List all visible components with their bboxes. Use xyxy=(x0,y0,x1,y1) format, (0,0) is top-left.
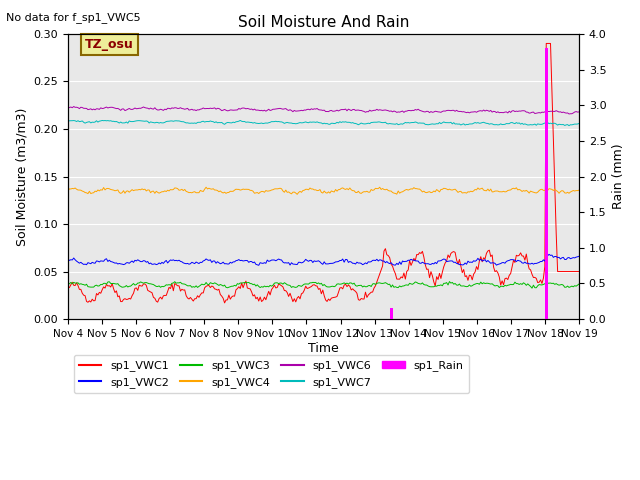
sp1_VWC7 xyxy=(575,120,583,126)
sp1_VWC4 xyxy=(216,188,224,194)
sp1_VWC4 xyxy=(550,188,557,193)
sp1_VWC4 xyxy=(287,191,295,197)
sp1_VWC6 xyxy=(235,106,243,111)
sp1_VWC2 xyxy=(575,253,583,259)
sp1_VWC6 xyxy=(218,108,225,113)
sp1_VWC3 xyxy=(575,281,583,287)
sp1_VWC1 xyxy=(550,136,557,142)
sp1_VWC3 xyxy=(528,285,536,291)
sp1_VWC7 xyxy=(243,119,251,125)
sp1_VWC3 xyxy=(216,282,224,288)
sp1_VWC2 xyxy=(242,258,250,264)
sp1_VWC7 xyxy=(234,119,241,124)
Title: Soil Moisture And Rain: Soil Moisture And Rain xyxy=(238,15,409,30)
sp1_VWC6 xyxy=(575,109,583,115)
X-axis label: Time: Time xyxy=(308,342,339,355)
Line: sp1_VWC2: sp1_VWC2 xyxy=(68,254,579,265)
sp1_VWC7 xyxy=(64,119,72,124)
sp1_VWC2 xyxy=(216,261,224,266)
Line: sp1_VWC3: sp1_VWC3 xyxy=(68,282,579,288)
sp1_VWC6 xyxy=(289,109,297,115)
Line: sp1_VWC7: sp1_VWC7 xyxy=(68,120,579,126)
sp1_VWC3 xyxy=(234,281,241,287)
sp1_VWC2 xyxy=(545,252,553,257)
sp1_VWC6 xyxy=(548,108,556,114)
sp1_VWC1 xyxy=(221,300,228,306)
sp1_VWC1 xyxy=(235,284,243,289)
Bar xyxy=(390,308,393,319)
sp1_VWC2 xyxy=(289,261,297,267)
sp1_VWC1 xyxy=(127,296,134,302)
sp1_VWC6 xyxy=(243,106,251,111)
Legend: sp1_VWC1, sp1_VWC2, sp1_VWC3, sp1_VWC4, sp1_VWC6, sp1_VWC7, sp1_Rain: sp1_VWC1, sp1_VWC2, sp1_VWC3, sp1_VWC4, … xyxy=(74,355,469,393)
sp1_VWC2 xyxy=(127,259,134,265)
sp1_VWC6 xyxy=(565,111,573,117)
sp1_VWC3 xyxy=(64,281,72,287)
sp1_VWC6 xyxy=(64,105,72,111)
sp1_VWC4 xyxy=(64,188,72,193)
sp1_VWC4 xyxy=(376,184,383,190)
sp1_VWC7 xyxy=(236,118,244,123)
sp1_VWC4 xyxy=(127,188,134,194)
sp1_VWC7 xyxy=(565,123,573,129)
sp1_VWC1 xyxy=(243,285,251,291)
sp1_VWC6 xyxy=(70,104,77,109)
Line: sp1_VWC6: sp1_VWC6 xyxy=(68,107,579,114)
Y-axis label: Soil Moisture (m3/m3): Soil Moisture (m3/m3) xyxy=(15,108,28,246)
sp1_VWC3 xyxy=(242,280,250,286)
sp1_VWC7 xyxy=(289,120,297,126)
Text: No data for f_sp1_VWC5: No data for f_sp1_VWC5 xyxy=(6,12,141,23)
sp1_VWC3 xyxy=(127,283,134,289)
sp1_VWC4 xyxy=(293,192,301,197)
sp1_VWC7 xyxy=(127,119,134,124)
sp1_VWC2 xyxy=(255,263,262,268)
sp1_VWC4 xyxy=(234,187,241,192)
sp1_VWC3 xyxy=(550,280,557,286)
sp1_VWC7 xyxy=(216,120,224,126)
sp1_VWC1 xyxy=(289,299,297,304)
sp1_VWC7 xyxy=(548,121,556,127)
sp1_VWC2 xyxy=(550,254,557,260)
sp1_VWC1 xyxy=(542,41,550,47)
sp1_VWC3 xyxy=(445,279,453,285)
sp1_VWC1 xyxy=(575,269,583,275)
Text: TZ_osu: TZ_osu xyxy=(85,38,134,51)
Bar xyxy=(545,48,548,319)
sp1_VWC2 xyxy=(64,256,72,262)
Line: sp1_VWC1: sp1_VWC1 xyxy=(68,44,579,303)
sp1_VWC1 xyxy=(64,285,72,291)
sp1_VWC4 xyxy=(242,186,250,192)
Line: sp1_VWC4: sp1_VWC4 xyxy=(68,187,579,194)
sp1_VWC6 xyxy=(128,107,136,112)
sp1_VWC4 xyxy=(575,187,583,193)
sp1_VWC1 xyxy=(216,292,224,298)
sp1_VWC2 xyxy=(234,257,241,263)
Y-axis label: Rain (mm): Rain (mm) xyxy=(612,144,625,209)
sp1_VWC3 xyxy=(287,285,295,290)
